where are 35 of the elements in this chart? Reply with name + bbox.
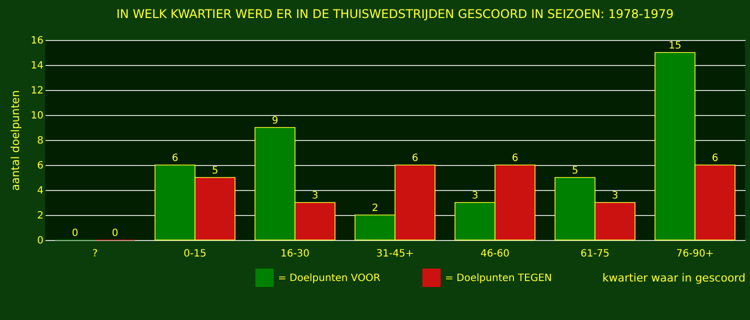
data-label: 0 [72,228,78,239]
chart-title: IN WELK KWARTIER WERD ER IN DE THUISWEDSTRIJDEN GESCOORD IN SEIZOEN: 1978-1979 [116,7,674,21]
y-tick-label: 10 [30,110,44,122]
data-label: 6 [712,153,718,164]
data-label: 3 [612,190,618,202]
y-tick-label: 2 [37,210,44,222]
x-tick-label: 31-45+ [376,248,414,260]
data-label: 9 [272,116,278,126]
data-label: 2 [372,203,378,214]
y-tick-label: 12 [30,86,44,96]
x-tick-label: 76-90+ [676,248,714,260]
data-label: 6 [172,153,178,164]
data-label: 0 [112,228,118,239]
x-tick-label: 0-15 [184,248,206,260]
y-tick-label: 0 [37,236,44,246]
data-label: 15 [668,40,682,52]
x-tick-label: ? [92,248,98,260]
x-tick-label: 46-60 [480,248,510,260]
data-label: 3 [312,190,318,202]
y-axis-title: aantal doelpunten [8,90,22,191]
y-tick-label: 4 [37,186,44,196]
x-tick-label: 16-30 [280,248,310,260]
legend-label: = Doelpunten VOOR [278,272,380,284]
data-label: 5 [212,166,218,176]
y-tick-label: 6 [37,160,44,172]
y-tick-label: 16 [30,36,44,46]
y-tick-label: 8 [37,136,44,146]
x-tick-label: 61-75 [580,248,610,260]
data-label: 5 [572,166,578,176]
legend-label: = Doelpunten TEGEN [445,272,552,284]
data-label: 3 [472,190,478,202]
data-label: 6 [412,153,418,164]
y-tick-label: 14 [30,60,44,72]
data-label: 6 [512,153,518,164]
x-axis-title: kwartier waar in gescoord [602,272,746,284]
